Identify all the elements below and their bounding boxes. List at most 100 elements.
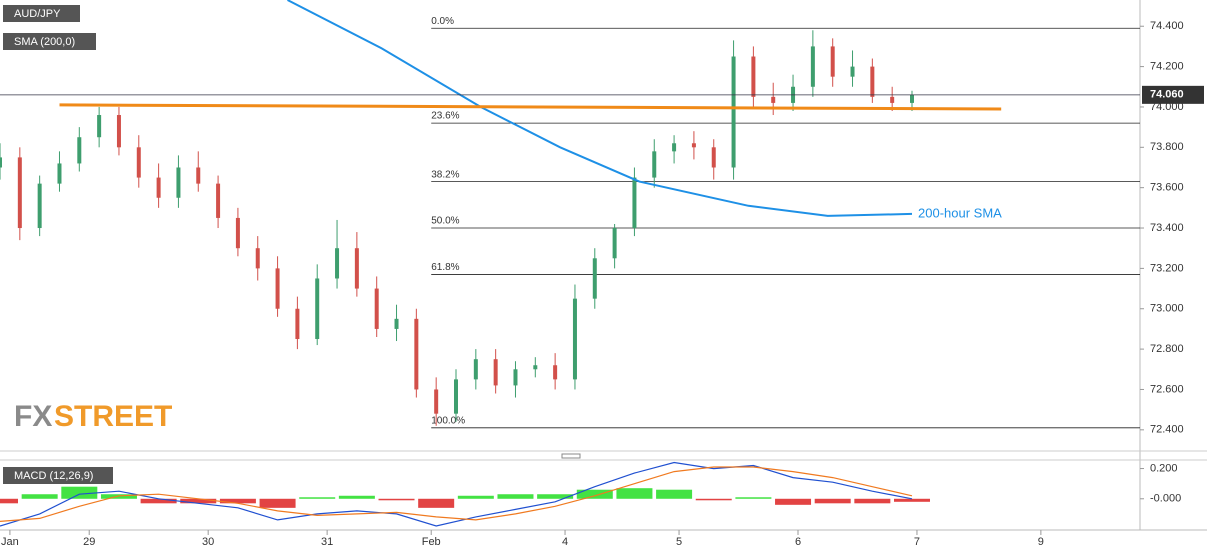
candle-body bbox=[196, 167, 201, 184]
legend-box bbox=[3, 467, 113, 484]
candle-body bbox=[870, 66, 875, 97]
x-tick-label: 29 bbox=[83, 536, 95, 548]
macd-histogram-bar bbox=[259, 498, 296, 508]
sma-line bbox=[287, 0, 913, 217]
candle-body bbox=[830, 46, 835, 77]
y-tick-label: 74.400 bbox=[1150, 20, 1184, 32]
candle-body bbox=[553, 365, 558, 380]
y-tick-label: 72.600 bbox=[1150, 383, 1184, 395]
candle-body bbox=[592, 258, 597, 299]
candle-body bbox=[454, 379, 458, 414]
candle-body bbox=[255, 248, 260, 269]
fib-label: 61.8% bbox=[431, 262, 459, 273]
candle-body bbox=[136, 147, 141, 178]
candle-body bbox=[374, 288, 379, 329]
candle-body bbox=[97, 115, 102, 138]
candle-body bbox=[216, 183, 221, 218]
sma-label: 200-hour SMA bbox=[918, 205, 1002, 220]
candle-body bbox=[711, 147, 716, 168]
candle-body bbox=[691, 143, 696, 148]
fib-label: 50.0% bbox=[431, 216, 459, 227]
legend-box bbox=[3, 33, 96, 50]
x-tick-label: 31 bbox=[321, 536, 333, 548]
macd-histogram-bar bbox=[140, 498, 177, 504]
candle-body bbox=[473, 359, 478, 380]
indicator-label: SMA (200,0) bbox=[14, 36, 75, 48]
y-tick-label: 73.200 bbox=[1150, 262, 1184, 274]
macd-histogram-bar bbox=[656, 489, 693, 499]
logo-fx: FX bbox=[14, 400, 52, 433]
macd-label: MACD (12,26,9) bbox=[14, 470, 93, 482]
candle-body bbox=[890, 96, 895, 103]
fib-label: 23.6% bbox=[431, 111, 459, 122]
macd-histogram-bar bbox=[497, 494, 534, 499]
candle-body bbox=[176, 167, 181, 198]
candle-body bbox=[612, 228, 617, 259]
candle-body bbox=[850, 66, 855, 77]
x-tick-label: Feb bbox=[422, 536, 441, 548]
candle-body bbox=[513, 369, 518, 386]
x-tick-label: 6 bbox=[795, 536, 801, 548]
candle-body bbox=[156, 177, 161, 198]
fib-label: 38.2% bbox=[431, 169, 459, 180]
symbol-legend: AUD/JPY SMA (200,0) MACD (12,26,9) bbox=[3, 5, 113, 484]
candle-body bbox=[335, 248, 340, 279]
candle-body bbox=[771, 96, 776, 103]
candle-body bbox=[414, 318, 419, 390]
candle-body bbox=[572, 298, 577, 380]
fib-label: 0.0% bbox=[431, 16, 454, 27]
x-tick-label: 30 bbox=[202, 536, 214, 548]
candle-body bbox=[295, 308, 300, 340]
candle-body bbox=[910, 94, 914, 103]
y-tick-label: 72.400 bbox=[1150, 424, 1184, 436]
y-tick-label: 74.000 bbox=[1150, 101, 1184, 113]
support-line bbox=[59, 103, 1002, 111]
logo-street: STREET bbox=[54, 400, 172, 433]
candle-body bbox=[652, 151, 657, 178]
candle-body bbox=[57, 163, 62, 184]
macd-histogram-bar bbox=[735, 497, 772, 499]
candle-body bbox=[394, 318, 399, 329]
candle-body bbox=[275, 268, 280, 309]
fib-label: 100.0% bbox=[431, 415, 465, 426]
y-tick-label: 73.000 bbox=[1150, 303, 1184, 315]
macd-histogram-bar bbox=[61, 486, 98, 499]
candle-body bbox=[77, 137, 82, 164]
macd-histogram-bar bbox=[0, 498, 18, 504]
candle-body bbox=[315, 278, 320, 340]
x-tick-label: Jan bbox=[1, 536, 19, 548]
macd-histogram-bar bbox=[418, 498, 455, 508]
candle-body bbox=[493, 359, 498, 386]
macd-histogram-bar bbox=[537, 494, 574, 499]
symbol-label: AUD/JPY bbox=[14, 8, 61, 20]
candle-body bbox=[434, 389, 439, 414]
x-tick-label: 5 bbox=[676, 536, 682, 548]
macd-histogram-bar bbox=[894, 498, 930, 502]
macd-histogram-bar bbox=[299, 497, 336, 499]
macd-y-tick-label: 0.200 bbox=[1150, 462, 1178, 474]
candle-body bbox=[751, 56, 756, 97]
candle-body bbox=[0, 157, 2, 168]
y-tick-label: 73.400 bbox=[1150, 222, 1184, 234]
macd-histogram-bar bbox=[378, 498, 415, 501]
x-tick-label: 9 bbox=[1038, 536, 1044, 548]
candle-body bbox=[632, 177, 637, 229]
candle-body bbox=[116, 115, 121, 148]
macd-histogram-bar bbox=[616, 488, 653, 499]
resize-handle[interactable] bbox=[561, 453, 581, 459]
candle-body bbox=[235, 217, 240, 249]
macd-histogram-bar bbox=[457, 495, 494, 499]
x-tick-label: 4 bbox=[562, 536, 568, 548]
last-price-label: 74.060 bbox=[1150, 89, 1184, 101]
macd-histogram-bar bbox=[219, 498, 256, 504]
candle-body bbox=[533, 365, 538, 370]
y-tick-label: 73.800 bbox=[1150, 141, 1184, 153]
macd-y-tick-label: -0.000 bbox=[1150, 493, 1181, 505]
last-price-box bbox=[1142, 85, 1204, 104]
legend-box bbox=[3, 5, 80, 22]
macd-histogram-bar bbox=[180, 498, 217, 504]
candle-body bbox=[17, 157, 22, 229]
y-tick-label: 72.800 bbox=[1150, 343, 1184, 355]
candle-body bbox=[810, 46, 815, 87]
